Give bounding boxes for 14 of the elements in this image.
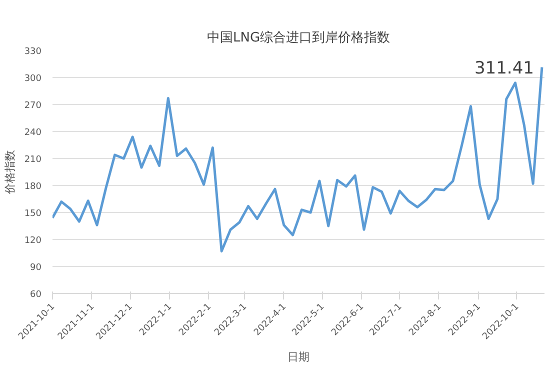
y-tick-label: 150 bbox=[24, 209, 42, 219]
y-tick-label: 120 bbox=[24, 236, 42, 246]
x-axis-title: 日期 bbox=[288, 350, 310, 364]
chart-title: 中国LNG综合进口到岸价格指数 bbox=[206, 30, 390, 46]
annotation: 311.41 bbox=[474, 58, 534, 79]
y-tick-label: 240 bbox=[24, 128, 42, 138]
y-axis-title: 价格指数 bbox=[3, 150, 16, 195]
y-tick-label: 300 bbox=[24, 74, 42, 84]
y-tick-label: 330 bbox=[24, 47, 42, 57]
y-tick-label: 60 bbox=[30, 290, 42, 300]
y-tick-label: 210 bbox=[24, 155, 42, 165]
y-tick-label: 180 bbox=[24, 182, 42, 192]
y-tick-label: 90 bbox=[30, 263, 42, 273]
y-tick-label: 270 bbox=[24, 101, 42, 111]
